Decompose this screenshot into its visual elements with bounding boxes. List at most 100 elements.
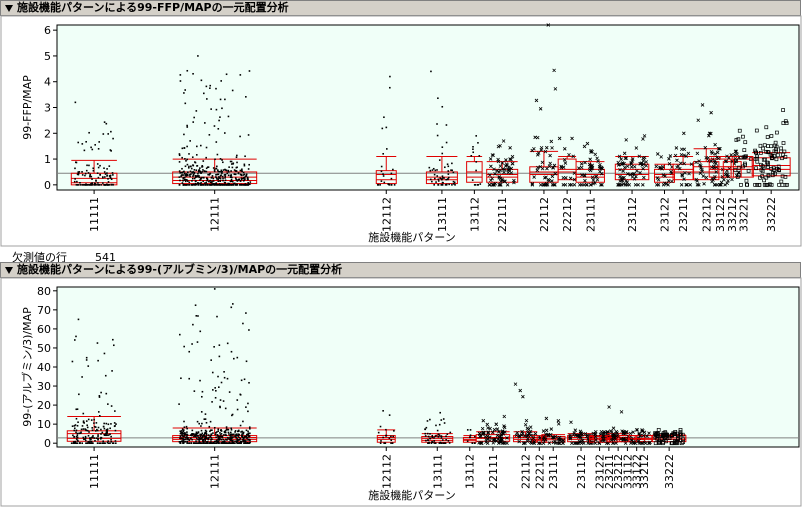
data-point [87, 418, 90, 421]
data-point [239, 169, 242, 172]
x-tick-label: 12112 [380, 197, 393, 232]
data-point [763, 157, 767, 162]
data-point [599, 165, 604, 170]
data-point [86, 424, 89, 427]
data-point [107, 403, 109, 405]
data-point [236, 442, 239, 444]
data-point [230, 306, 233, 309]
data-point [236, 184, 238, 186]
data-point [221, 159, 223, 161]
data-point [98, 141, 101, 143]
data-point [86, 442, 89, 444]
data-point [241, 184, 243, 186]
data-point [675, 439, 679, 444]
data-point [506, 165, 511, 170]
data-point [103, 352, 106, 355]
x-tick-label: 22112 [538, 197, 551, 232]
data-point [180, 440, 183, 442]
data-point [779, 146, 784, 151]
data-point [661, 441, 665, 446]
data-point [782, 149, 787, 154]
data-point [678, 428, 683, 432]
data-point [197, 172, 199, 175]
data-point [94, 184, 96, 186]
data-point [785, 182, 789, 187]
data-point [239, 424, 242, 427]
data-point [217, 375, 219, 378]
data-point [224, 442, 227, 444]
data-point [438, 442, 441, 444]
data-point [629, 438, 634, 442]
data-point [205, 421, 208, 424]
data-point [625, 172, 630, 176]
data-point [218, 355, 221, 358]
data-point [614, 441, 618, 445]
data-point [232, 184, 235, 186]
data-point [184, 102, 187, 105]
data-point [226, 342, 229, 345]
data-point [240, 431, 242, 433]
data-point [245, 184, 248, 186]
disclosure-triangle-icon[interactable] [5, 266, 13, 274]
data-point [622, 151, 627, 156]
data-point [645, 434, 649, 438]
data-point [688, 183, 692, 187]
data-point [238, 184, 241, 186]
x-tick-label: 23211 [603, 454, 616, 489]
data-point [452, 171, 455, 174]
data-point [661, 432, 666, 437]
panel2-header[interactable]: 施設機能パターンによる99-(アルブミン/3)/MAPの一元配置分析 [0, 262, 801, 278]
data-point [736, 165, 741, 170]
data-point [201, 171, 204, 173]
panel1-header[interactable]: 施設機能パターンによる99-FFP/MAPの一元配置分析 [0, 0, 801, 16]
data-point [487, 183, 492, 187]
data-point [77, 173, 80, 176]
disclosure-triangle-icon[interactable] [5, 4, 13, 12]
data-point [179, 172, 181, 174]
data-point [495, 168, 499, 173]
data-point [621, 437, 626, 442]
data-point [518, 388, 523, 393]
data-point [385, 434, 387, 437]
data-point [621, 431, 625, 435]
data-point [199, 167, 201, 169]
data-point [247, 433, 249, 435]
data-point [234, 440, 236, 442]
group-13111 [425, 70, 458, 186]
data-point [594, 174, 598, 179]
data-point [599, 166, 604, 171]
group-13112 [462, 429, 477, 444]
data-point [775, 153, 780, 158]
missing-rows-label: 欠測値の行 [12, 251, 67, 264]
data-point [195, 154, 198, 156]
data-point [93, 425, 96, 428]
data-point [550, 146, 554, 150]
data-point [232, 439, 234, 442]
data-point [106, 428, 109, 430]
data-point [536, 151, 541, 155]
data-point [678, 161, 683, 166]
data-point [98, 415, 101, 417]
data-point [392, 435, 395, 438]
data-point [632, 172, 636, 176]
data-point [593, 432, 597, 436]
data-point [188, 439, 191, 442]
data-point [234, 182, 236, 185]
data-point [726, 178, 730, 183]
data-point [209, 441, 211, 444]
data-point [430, 442, 433, 444]
data-point [769, 144, 774, 149]
data-point [199, 170, 202, 173]
data-point [214, 433, 217, 436]
data-point [753, 182, 758, 187]
data-point [379, 442, 382, 444]
data-point [224, 175, 227, 178]
data-point [235, 179, 238, 181]
data-point [210, 177, 213, 179]
data-point [466, 429, 469, 431]
data-point [234, 177, 237, 179]
data-point [382, 175, 385, 177]
data-point [195, 442, 197, 444]
data-point [446, 163, 449, 166]
group-23111 [575, 141, 605, 187]
